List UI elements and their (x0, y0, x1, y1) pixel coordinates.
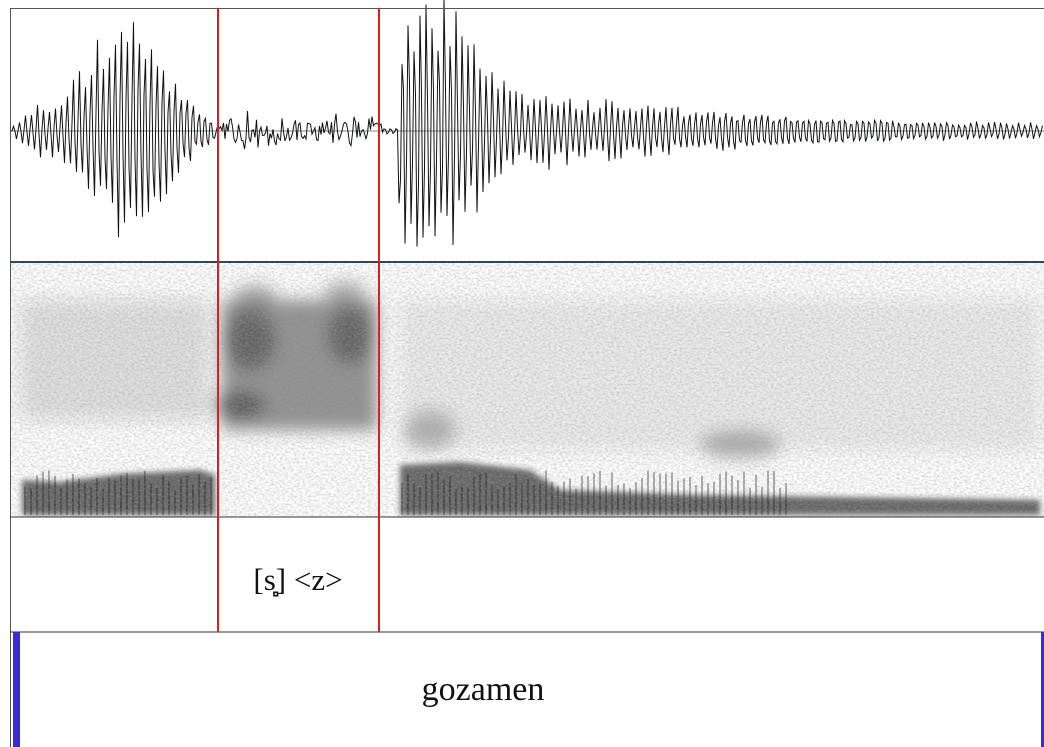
frame (10, 8, 1044, 747)
selection-boundary (1041, 632, 1044, 747)
interval-label[interactable]: gozamen (422, 671, 545, 708)
waveform-trace (10, 0, 1043, 247)
waveform (10, 0, 1044, 247)
spectrogram (11, 262, 1044, 517)
interval-label[interactable]: [s̻] <z> (253, 562, 342, 597)
selection-boundary (13, 632, 20, 747)
